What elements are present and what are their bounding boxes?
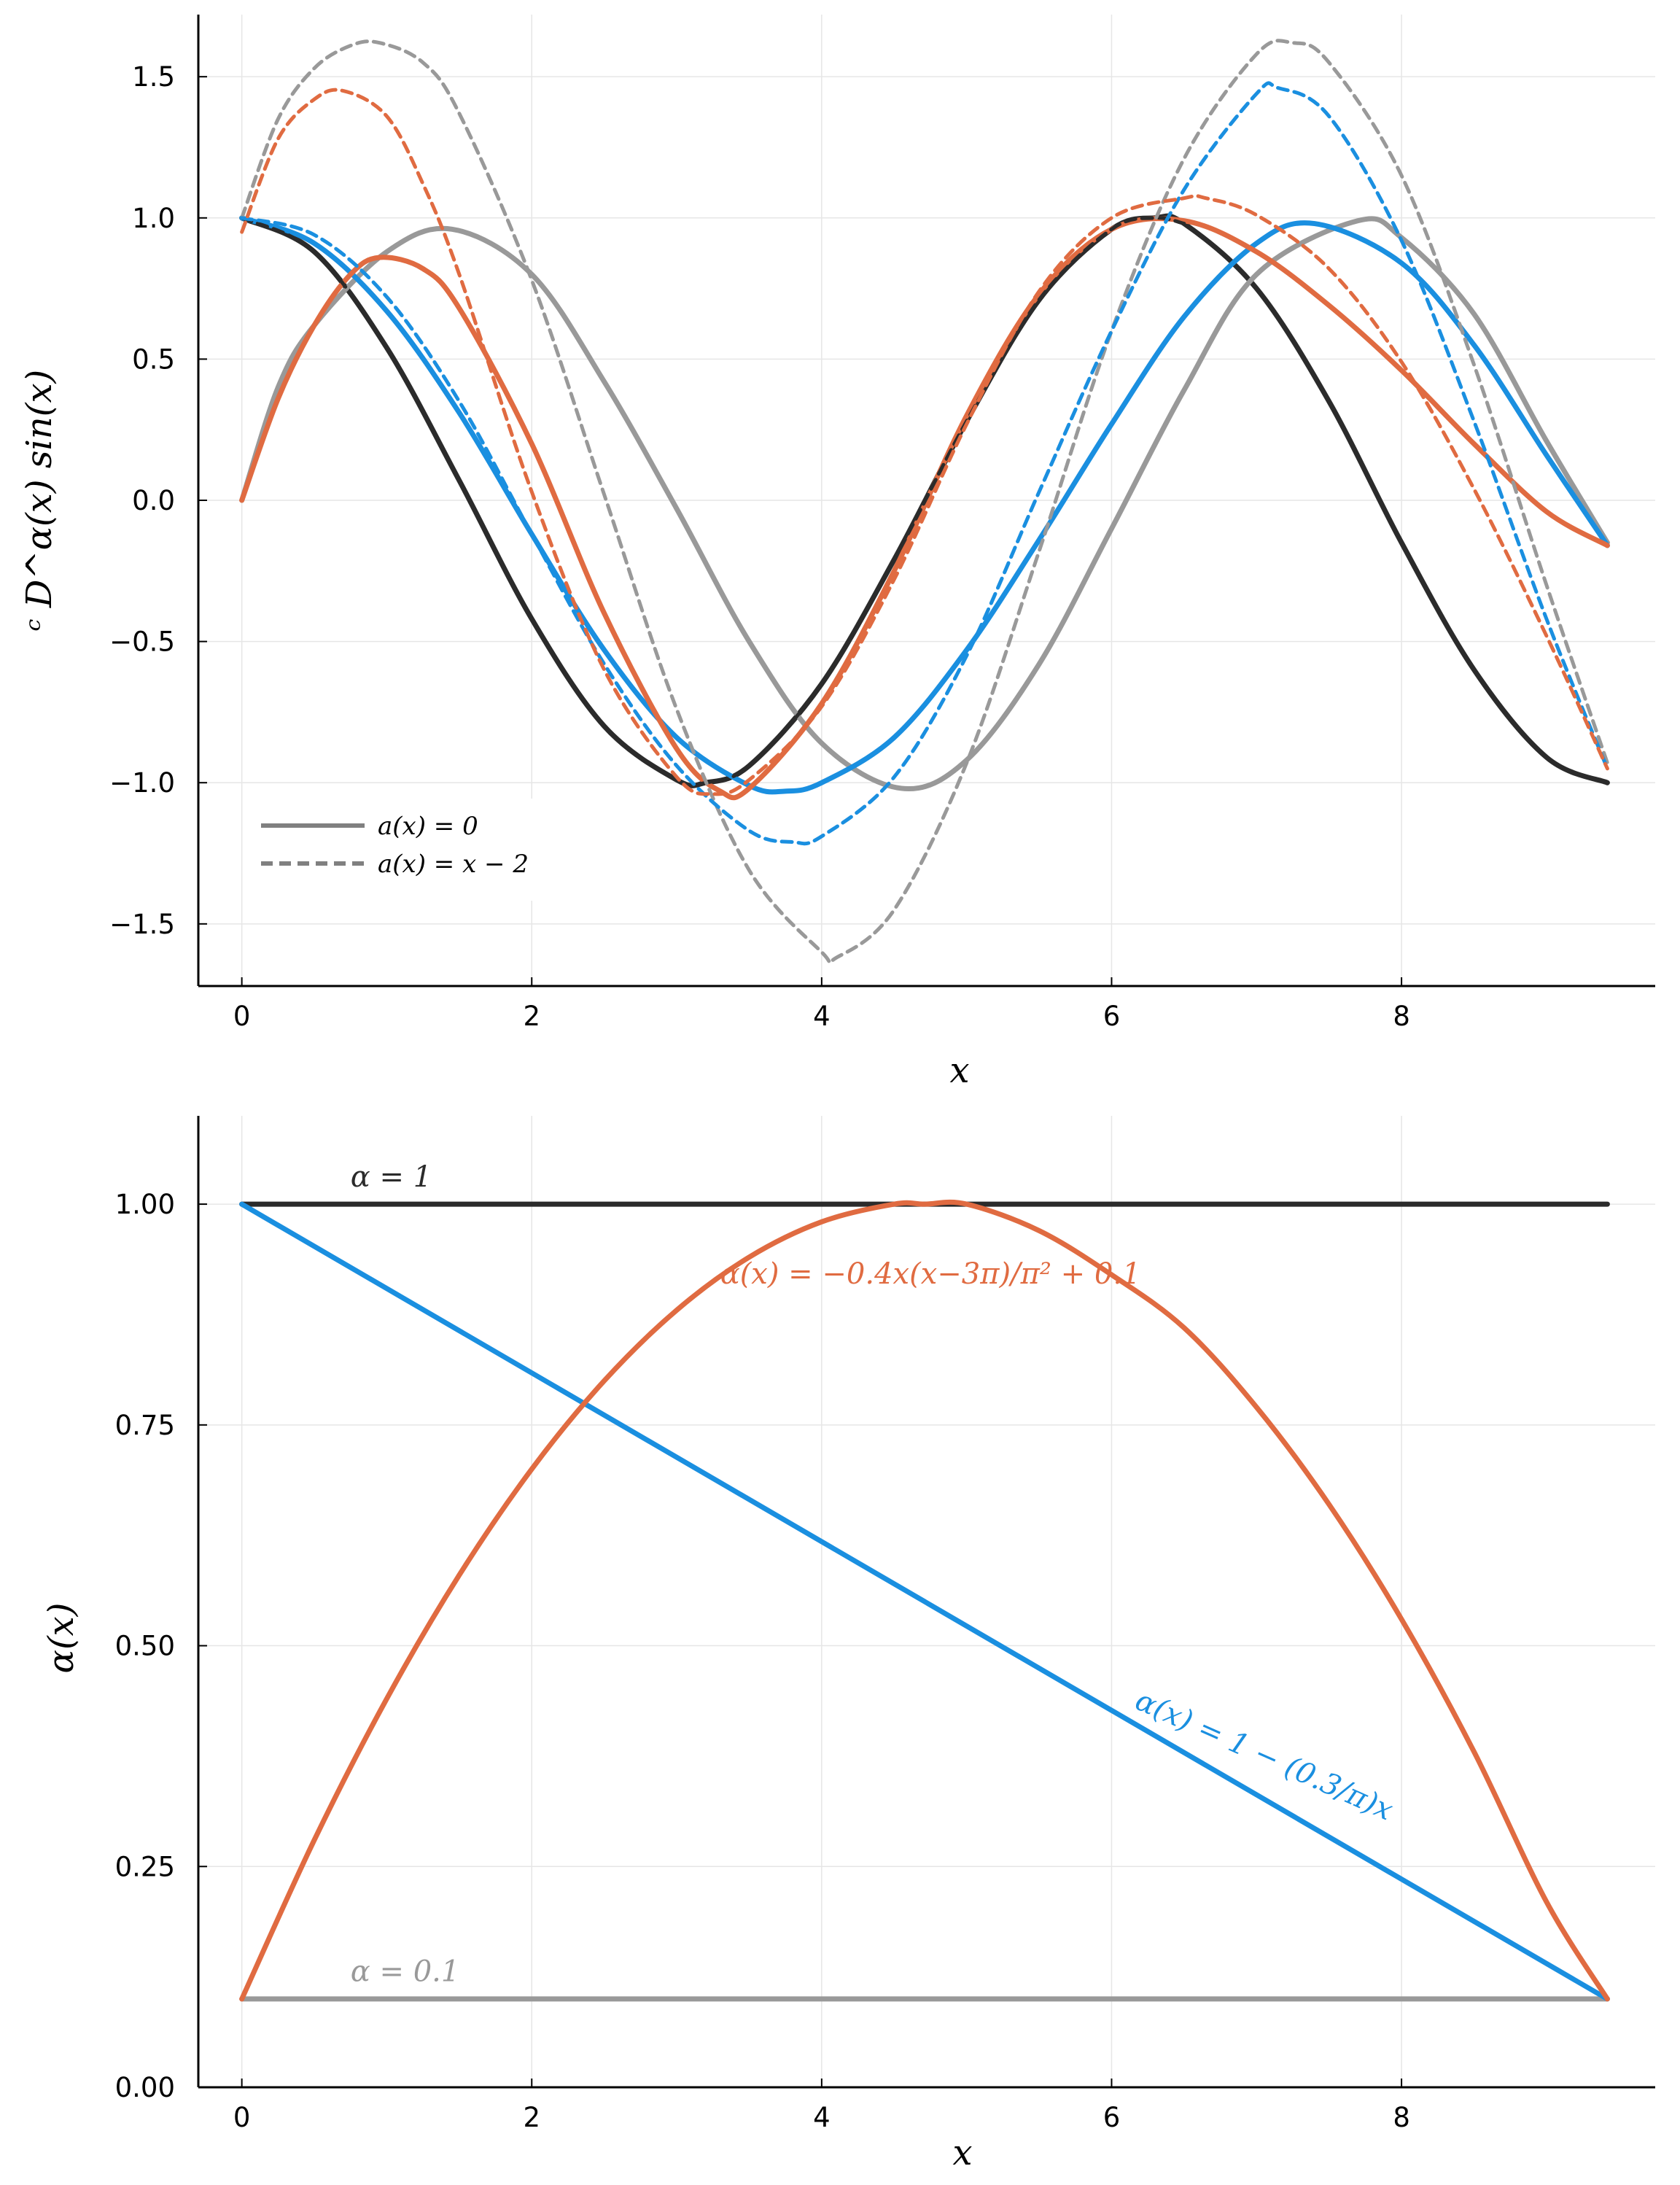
- top-tick-labels: 0 2 4 6 8 −1.5 −1.0 −0.5 0.0 0.5 1.0 1.5: [109, 61, 1410, 1032]
- series-line-orange-solid: [239, 216, 1610, 801]
- x-tick-label: 4: [813, 1001, 831, 1032]
- y-tick-label: 1.0: [132, 203, 175, 234]
- series-line-blue-solid: [239, 1201, 1610, 2002]
- y-tick-label: −1.0: [109, 767, 175, 799]
- y-tick-label: 0.0: [132, 485, 175, 516]
- x-tick-label: 2: [523, 1001, 540, 1032]
- legend-entry-solid: a(x) = 0: [378, 812, 478, 841]
- bottom-x-axis-label: x: [952, 2132, 972, 2173]
- top-panel: 0 2 4 6 8 −1.5 −1.0 −0.5 0.0 0.5 1.0 1.5 x ᶜ D^α(x)…: [19, 15, 1655, 1091]
- series-line-orange-dashed: [240, 88, 1609, 796]
- y-tick-label: 0.50: [115, 1631, 175, 1662]
- y-tick-label: 0.75: [115, 1410, 175, 1441]
- annotation-black: α = 1: [351, 1160, 432, 1194]
- series-line-blue-dashed: [240, 81, 1609, 846]
- annotation-gray: α = 0.1: [351, 1955, 460, 1989]
- legend-box: [248, 799, 547, 901]
- annotation-orange: α(x) = −0.4x(x−3π)/π² + 0.1: [720, 1257, 1141, 1291]
- x-tick-label: 0: [233, 1001, 251, 1032]
- x-tick-label: 6: [1103, 2102, 1121, 2133]
- series-line-black-dashed: [240, 216, 1186, 788]
- bottom-panel: 0 2 4 6 8 0.00 0.25 0.50 0.75 1.00 α = 1 α(x) = −0…: [41, 1116, 1655, 2173]
- top-x-axis-label: x: [949, 1050, 969, 1091]
- x-tick-label: 8: [1393, 1001, 1410, 1032]
- legend: a(x) = 0 a(x) = x − 2: [248, 799, 547, 901]
- bottom-tick-labels: 0 2 4 6 8 0.00 0.25 0.50 0.75 1.00: [115, 1189, 1410, 2133]
- y-tick-label: 1.00: [115, 1189, 175, 1220]
- series-line-gray-dashed: [240, 39, 1609, 966]
- annotation-blue: α(x) = 1 − (0.3/π)x: [1130, 1683, 1398, 1827]
- series-line-blue-solid: [239, 215, 1610, 795]
- x-tick-label: 6: [1103, 1001, 1121, 1032]
- top-series-group: [239, 39, 1610, 966]
- top-y-axis-label: ᶜ D^α(x) sin(x): [19, 370, 60, 632]
- x-tick-label: 0: [233, 2102, 251, 2133]
- bottom-series-group: [239, 1199, 1610, 2002]
- x-tick-label: 8: [1393, 2102, 1410, 2133]
- series-line-gray-solid: [239, 216, 1610, 792]
- y-tick-label: 0.5: [132, 344, 175, 375]
- series-line-orange-solid: [239, 1199, 1610, 2002]
- y-tick-label: −1.5: [109, 909, 175, 940]
- x-tick-label: 4: [813, 2102, 831, 2133]
- legend-entry-dashed: a(x) = x − 2: [378, 850, 529, 879]
- y-tick-label: 0.25: [115, 1851, 175, 1882]
- y-tick-label: 1.5: [132, 61, 175, 93]
- y-tick-label: −0.5: [109, 626, 175, 658]
- bottom-y-axis-label: α(x): [41, 1603, 82, 1674]
- y-tick-label: 0.00: [115, 2072, 175, 2103]
- x-tick-label: 2: [523, 2102, 540, 2133]
